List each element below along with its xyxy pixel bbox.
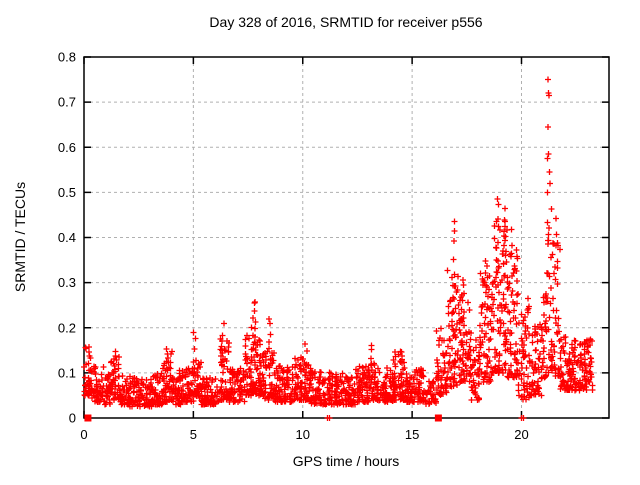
y-tick-label: 0.4	[58, 230, 76, 245]
x-tick-label: 15	[405, 427, 419, 442]
y-tick-label: 0.8	[58, 50, 76, 65]
scatter-plus-markers	[81, 76, 596, 421]
y-tick-label: 0.1	[58, 365, 76, 380]
flag-square-marker	[84, 414, 92, 422]
event-flag-squares	[84, 414, 442, 422]
plot-border	[83, 56, 610, 419]
x-tick-label: 10	[296, 427, 310, 442]
x-axis-label: GPS time / hours	[293, 453, 400, 469]
x-tick-label: 0	[80, 427, 87, 442]
y-tick-label: 0.7	[58, 95, 76, 110]
flag-square-marker	[434, 414, 442, 422]
y-tick-label: 0.3	[58, 275, 76, 290]
x-tick-label: 5	[190, 427, 197, 442]
chart-title: Day 328 of 2016, SRMTID for receiver p55…	[209, 14, 482, 30]
y-tick-label: 0.2	[58, 320, 76, 335]
y-axis-label: SRMTID / TECUs	[12, 182, 28, 292]
axis-tick-labels: 0 0.1 0.2 0.3 0.4 0.5 0.6 0.7 0.8 0 5 10 15 20	[58, 50, 529, 443]
y-tick-label: 0.5	[58, 185, 76, 200]
y-tick-label: 0.6	[58, 140, 76, 155]
x-tick-label: 20	[514, 427, 528, 442]
y-tick-label: 0	[69, 411, 76, 426]
